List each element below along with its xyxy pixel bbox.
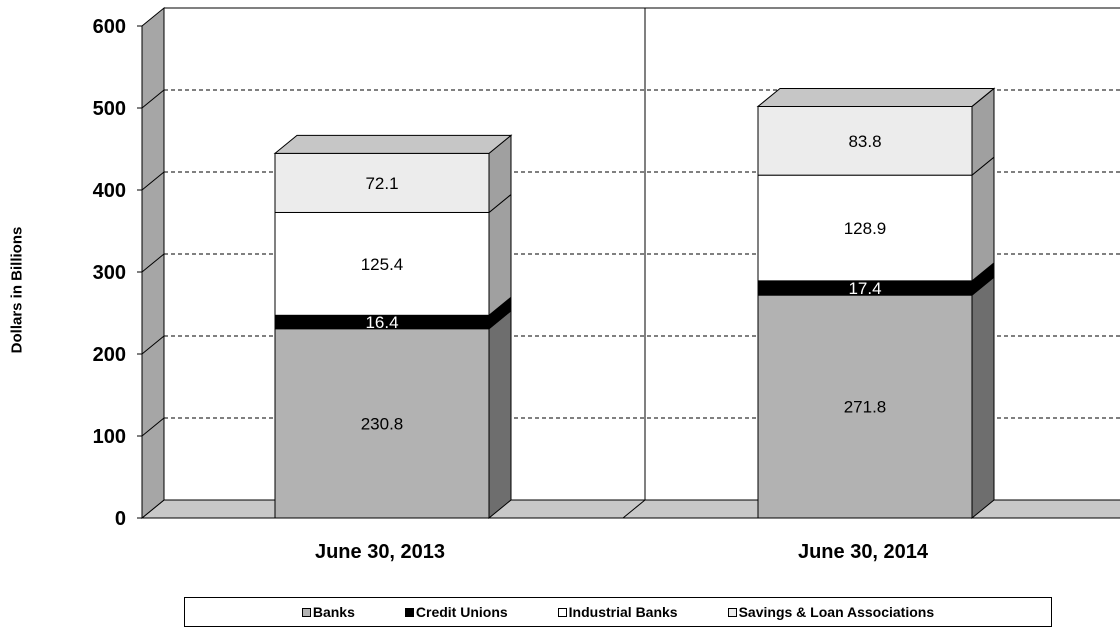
legend-label-banks: Banks (312, 604, 355, 620)
floor-divider (622, 499, 646, 519)
bar-segment (757, 105, 973, 176)
data-label: 83.8 (848, 132, 881, 151)
data-label: 271.8 (844, 398, 887, 417)
legend-label-savings-loan: Savings & Loan Associations (738, 604, 935, 620)
bar-segment (274, 211, 490, 316)
legend-item-banks: Banks (301, 604, 355, 620)
x-tick-label: June 30, 2014 (798, 541, 929, 563)
legend-swatch-banks (301, 607, 311, 617)
bar-segment-side (488, 309, 512, 520)
data-label: 128.9 (844, 219, 887, 238)
data-label: 230.8 (361, 414, 404, 433)
y-axis-label-container: Dollars in Billions (0, 140, 34, 440)
data-label: 16.4 (365, 313, 398, 332)
bar-segment-side (488, 193, 512, 317)
y-axis-label: Dollars in Billions (8, 226, 26, 354)
gridline-side (141, 89, 165, 109)
bar-segment-side (971, 276, 995, 520)
chart-area: 0 100 200 300 400 500 600 230.8 16.4 125.4 72.1 Jun… (93, 6, 1120, 563)
bar-segment-side (971, 156, 995, 282)
bar-top (756, 87, 996, 107)
y-tick-label: 200 (93, 344, 126, 366)
legend-item-savings-loan: Savings & Loan Associations (727, 604, 935, 620)
x-tick-label: June 30, 2013 (315, 541, 445, 563)
bar-segment (757, 294, 973, 519)
legend: Banks Credit Unions Industrial Banks Sav… (184, 597, 1052, 627)
y-tick-label: 400 (93, 180, 126, 202)
gridline-side (141, 335, 165, 355)
gridline-side (141, 253, 165, 273)
legend-label-credit-unions: Credit Unions (415, 604, 508, 620)
legend-label-industrial-banks: Industrial Banks (568, 604, 678, 620)
legend-swatch-savings-loan (727, 607, 737, 617)
data-label: 72.1 (365, 174, 398, 193)
legend-item-industrial-banks: Industrial Banks (557, 604, 678, 620)
bar-segment (757, 174, 973, 282)
y-tick-label: 500 (93, 98, 126, 120)
gridline-side (141, 171, 165, 191)
legend-swatch-industrial-banks (557, 607, 567, 617)
y-tick-label: 600 (93, 16, 126, 38)
y-tick-label: 300 (93, 262, 126, 284)
y-tick-label: 0 (115, 508, 126, 530)
bar-segment (274, 152, 490, 213)
legend-swatch-credit-unions (404, 607, 414, 617)
bar-top (273, 134, 513, 154)
data-label: 125.4 (361, 255, 404, 274)
data-label: 17.4 (848, 279, 881, 298)
gridline-side (141, 417, 165, 437)
legend-item-credit-unions: Credit Unions (404, 604, 508, 620)
y-tick-label: 100 (93, 426, 126, 448)
